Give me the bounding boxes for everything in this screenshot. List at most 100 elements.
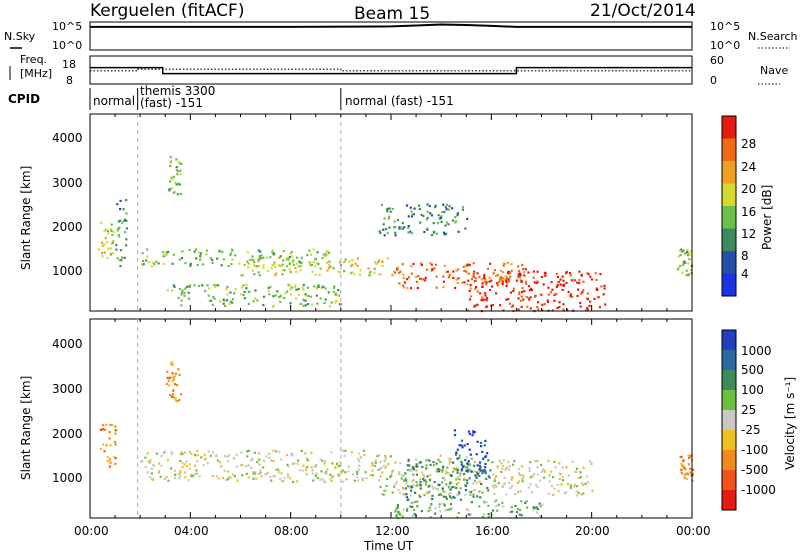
power-cell (351, 259, 354, 262)
cpid-segment-normal: normal (93, 94, 135, 108)
power-cell (148, 261, 151, 264)
velocity-cell (419, 495, 422, 498)
power-cell (472, 275, 475, 278)
power-cell (256, 265, 259, 268)
velocity-cell (682, 464, 685, 467)
power-cell (506, 261, 510, 264)
power-cell (527, 271, 530, 274)
velocity-cell (331, 462, 334, 465)
freq-label-line2: [MHz] (20, 67, 52, 80)
power-cell (222, 258, 225, 261)
velocity-cell (464, 458, 467, 462)
velocity-cell (687, 454, 690, 457)
power-cell (183, 294, 186, 297)
power-cell (496, 282, 499, 285)
velocity-cell (468, 468, 471, 471)
velocity-cell (389, 475, 392, 478)
power-cell (485, 299, 488, 302)
velocity-cell (442, 495, 445, 498)
velocity-cell (435, 470, 438, 473)
velocity-cell (510, 478, 513, 481)
power-cell (382, 223, 385, 226)
power-cell (229, 252, 232, 255)
power-cell (275, 272, 278, 275)
velocity-cell (441, 468, 444, 471)
velocity-cell (456, 457, 459, 460)
velocity-cell (469, 453, 472, 456)
power-cell (243, 290, 246, 293)
power-cell (199, 252, 203, 255)
power-cell (465, 270, 468, 273)
power-cell (442, 275, 445, 278)
velocity-cell (190, 452, 193, 455)
power-cell (439, 216, 443, 219)
velocity-cell (297, 459, 300, 462)
power-cell (588, 304, 591, 307)
velocity-cell (233, 457, 236, 460)
power-cell (230, 247, 233, 251)
power-cell (429, 212, 432, 215)
velocity-cell (413, 501, 416, 504)
velocity-cell (557, 490, 560, 493)
power-cell (367, 267, 370, 270)
velocity-cell (320, 470, 323, 473)
velocity-cell (455, 451, 458, 454)
velocity-cell (302, 464, 305, 467)
power-cell (580, 273, 583, 276)
power-cell (100, 241, 104, 244)
velocity-cell (449, 460, 452, 464)
velocity-cell (451, 486, 454, 489)
velocity-cell (152, 464, 156, 467)
power-cell (486, 267, 489, 270)
power-cell (402, 277, 405, 280)
velocity-cell (454, 468, 457, 471)
velocity-cell (501, 464, 505, 468)
power-cell (510, 305, 514, 308)
power-cell (576, 294, 579, 297)
velocity-cell (203, 453, 206, 456)
power-cell (686, 251, 689, 254)
velocity-cell (231, 473, 234, 476)
power-cell (245, 287, 248, 290)
power-cell (177, 161, 180, 164)
velocity-cell (685, 472, 688, 475)
power-cell (175, 183, 178, 186)
velocity-cell (509, 511, 512, 514)
velocity-cell (548, 480, 551, 483)
velocity-cell (442, 476, 445, 480)
velocity-cell (460, 460, 463, 463)
power-cell (298, 265, 301, 268)
velocity-cell (270, 479, 273, 482)
velocity-cell (439, 468, 442, 471)
power-cell (454, 286, 457, 290)
velocity-cell (591, 489, 594, 492)
power-cell (247, 302, 250, 305)
power-cell (311, 270, 314, 273)
power-cell (146, 248, 149, 251)
power-cell (121, 221, 124, 224)
power-cell (276, 290, 279, 293)
power-cell (433, 267, 436, 270)
power-cell (379, 231, 382, 234)
power-cell (254, 297, 257, 300)
velocity-cell (341, 469, 344, 472)
velocity-cell (404, 477, 407, 480)
velocity-cell (529, 476, 532, 479)
xtick-0400: 04:00 (174, 524, 209, 538)
velocity-cell (571, 460, 574, 463)
velocity-cell (486, 486, 489, 489)
power-cell (537, 301, 540, 304)
velocity-cell (339, 461, 342, 464)
velocity-cell (441, 470, 444, 473)
power-cell (512, 287, 515, 290)
power-cell (175, 158, 178, 161)
velocity-cell (452, 486, 455, 489)
power-cbar-tick-24: 24 (741, 160, 756, 174)
power-cell (201, 284, 204, 287)
power-cell (447, 223, 450, 226)
velocity-cell (580, 481, 583, 484)
velocity-cell (382, 493, 385, 496)
power-cell (684, 252, 687, 255)
power-cbar-tick-12: 12 (741, 227, 756, 241)
velocity-cell (518, 480, 521, 483)
